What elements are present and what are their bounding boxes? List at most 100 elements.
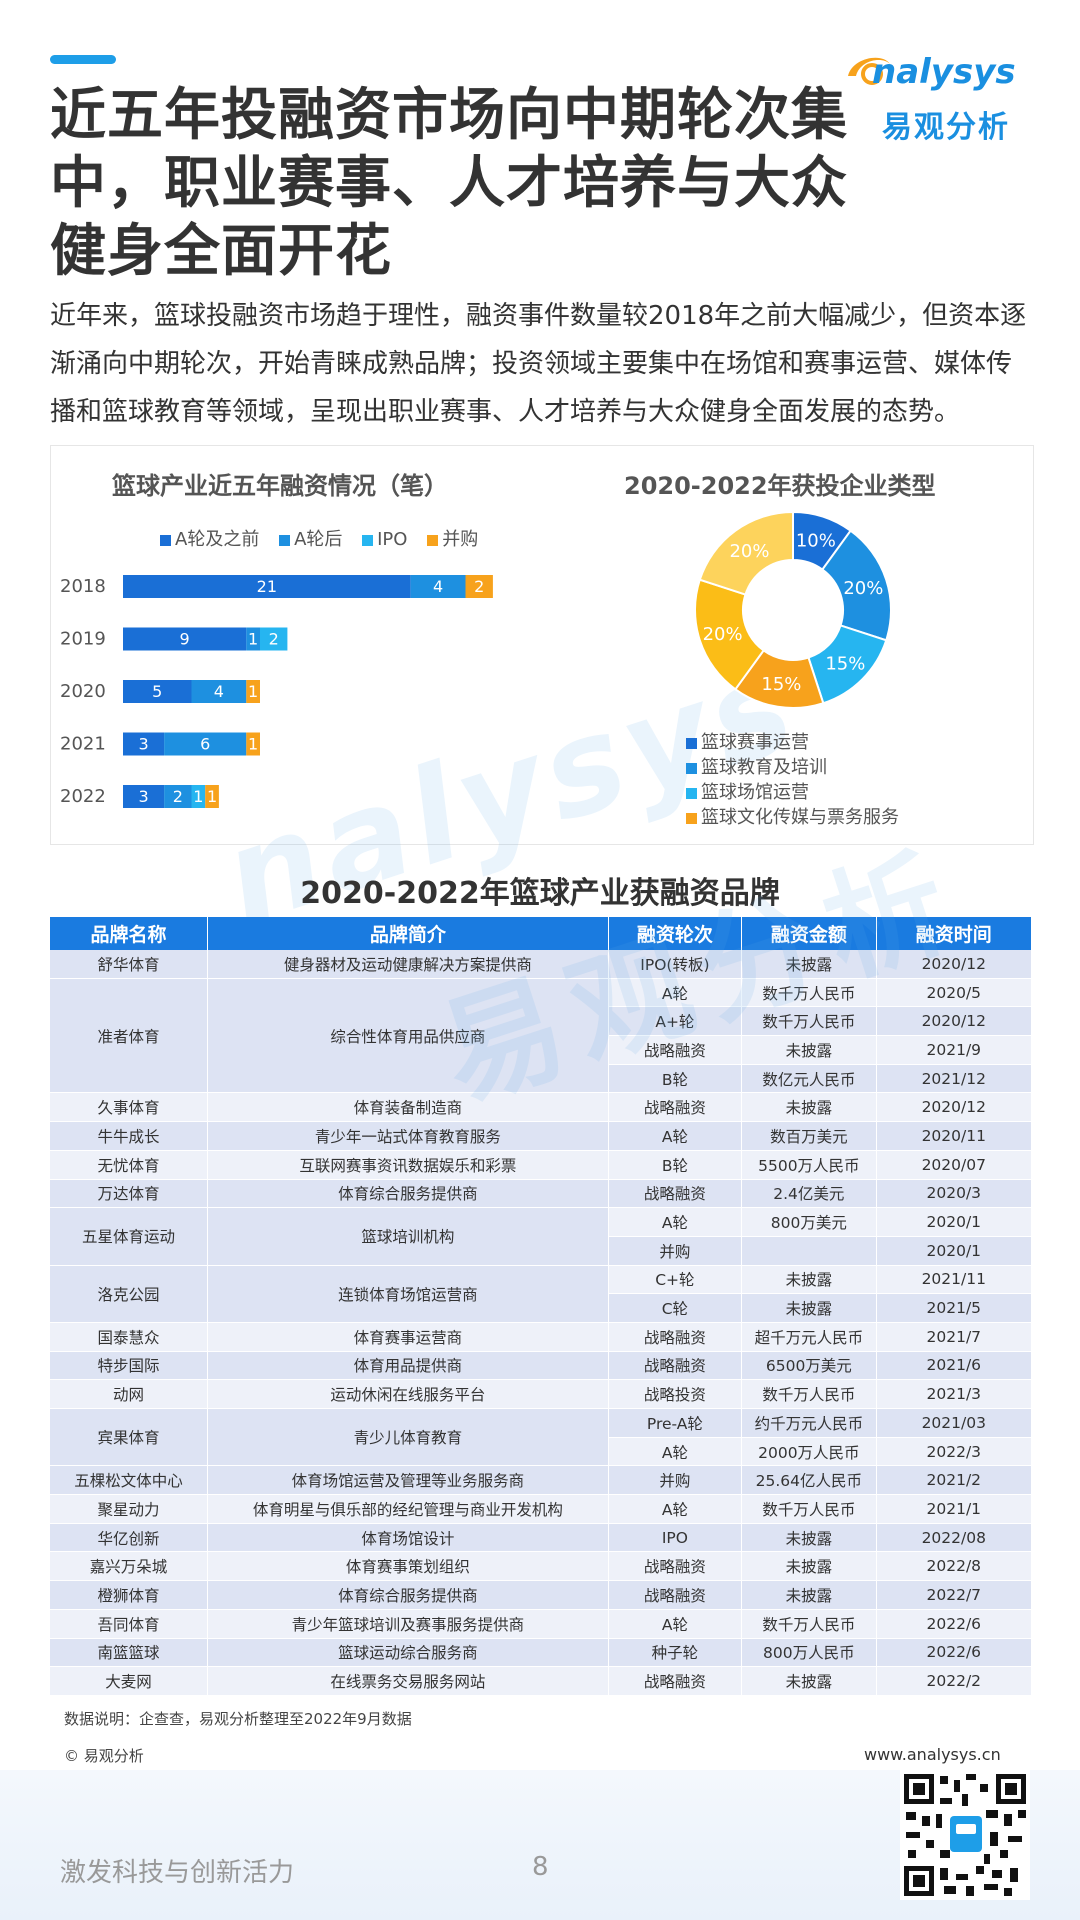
cell-date: 2020/1 — [876, 1207, 1033, 1237]
title-line: 健身全面开花 — [50, 219, 392, 284]
title-line: 中，职业赛事、人才培养与大众 — [50, 151, 848, 216]
cell-amount: 5500万人民币 — [741, 1150, 877, 1180]
legend-swatch — [686, 787, 697, 799]
cell-date: 2021/1 — [876, 1494, 1033, 1524]
bar-chart-legend: A轮及之前 A轮后 IPO 并购 — [160, 525, 492, 551]
table-row: 无忧体育 互联网赛事资讯数据娱乐和彩票 B轮 5500万人民币 2020/07 — [50, 1150, 1033, 1180]
table-title: 2020-2022年篮球产业获融资品牌 — [300, 876, 780, 911]
table-row: C轮 未披露 2021/5 — [50, 1293, 1033, 1323]
col-header-desc: 品牌简介 — [207, 917, 609, 950]
cell-date: 2020/12 — [876, 1092, 1033, 1123]
legend-item: 并购 — [427, 529, 478, 550]
cell-amount: 未披露 — [741, 1265, 877, 1295]
cell-desc: 篮球培训机构 — [207, 1207, 609, 1266]
cell-amount: 约千万元人民币 — [741, 1408, 877, 1438]
cell-date: 2020/5 — [876, 978, 1033, 1008]
cell-round: C轮 — [608, 1293, 743, 1323]
cell-brand: 久事体育 — [50, 1092, 209, 1123]
cell-date: 2020/3 — [876, 1179, 1033, 1209]
table-row: 嘉兴万朵城 体育赛事策划组织 战略融资 未披露 2022/8 — [50, 1551, 1033, 1582]
cell-amount: 2000万人民币 — [741, 1437, 877, 1467]
table-row: 牛牛成长 青少年一站式体育教育服务 A轮 数百万美元 2020/11 — [50, 1121, 1033, 1151]
cell-brand: 万达体育 — [50, 1179, 209, 1209]
cell-date: 2021/3 — [876, 1379, 1033, 1409]
cell-amount: 数千万人民币 — [741, 1494, 877, 1524]
table-row: 动网 运动休闲在线服务平台 战略投资 数千万人民币 2021/3 — [50, 1379, 1033, 1409]
cell-amount: 6500万美元 — [741, 1351, 877, 1381]
table-row: 五星体育运动 篮球培训机构 A轮 800万美元 2020/1 — [50, 1207, 1033, 1266]
legend-label: 篮球场馆运营 — [701, 782, 809, 803]
cell-amount: 未披露 — [741, 1092, 877, 1123]
cell-brand: 大麦网 — [50, 1666, 209, 1696]
cell-date: 2022/7 — [876, 1580, 1033, 1610]
table-row: 大麦网 在线票务交易服务网站 战略融资 未披露 2022/2 — [50, 1666, 1033, 1696]
legend-label: 并购 — [442, 529, 479, 550]
cell-round: 战略融资 — [608, 1035, 743, 1065]
cell-brand: 洛克公园 — [50, 1265, 209, 1323]
cell-date: 2021/03 — [876, 1408, 1033, 1438]
cell-desc: 综合性体育用品供应商 — [207, 978, 609, 1094]
cell-round: A轮 — [608, 1121, 743, 1151]
table-row: 舒华体育 健身器材及运动健康解决方案提供商 IPO(转板) 未披露 2020/12 — [50, 950, 1033, 979]
cell-round: Pre-A轮 — [608, 1408, 743, 1438]
cell-brand: 嘉兴万朵城 — [50, 1551, 209, 1582]
logo-chinese: 易观分析 — [882, 110, 1010, 145]
table-row: 久事体育 体育装备制造商 战略融资 未披露 2020/12 — [50, 1092, 1033, 1123]
page-number: 8 — [532, 1852, 549, 1882]
col-header-brand: 品牌名称 — [50, 917, 209, 950]
cell-desc: 体育综合服务提供商 — [207, 1179, 609, 1209]
legend-item: 篮球教育及培训 — [686, 755, 899, 780]
cell-desc: 体育装备制造商 — [207, 1092, 609, 1123]
cell-amount: 数千万人民币 — [741, 978, 877, 1008]
cell-round: 战略融资 — [608, 1551, 743, 1582]
cell-desc: 青少年篮球培训及赛事服务提供商 — [207, 1609, 609, 1639]
cell-brand: 特步国际 — [50, 1351, 209, 1381]
cell-round: A轮 — [608, 1609, 743, 1639]
cell-round: IPO(转板) — [608, 950, 743, 979]
cell-date: 2020/11 — [876, 1121, 1033, 1151]
table-row: 战略融资 未披露 2021/9 — [50, 1035, 1033, 1065]
table-row: B轮 数亿元人民币 2021/12 — [50, 1064, 1033, 1094]
legend-label: A轮后 — [294, 529, 343, 550]
cell-date: 2021/6 — [876, 1351, 1033, 1381]
cell-round: 战略融资 — [608, 1580, 743, 1610]
cell-round: B轮 — [608, 1150, 743, 1180]
donut-chart-title: 2020-2022年获投企业类型 — [624, 472, 936, 500]
cell-amount — [741, 1236, 877, 1266]
cell-brand: 无忧体育 — [50, 1150, 209, 1180]
cell-date: 2021/9 — [876, 1035, 1033, 1065]
cell-desc: 连锁体育场馆运营商 — [207, 1265, 609, 1323]
donut-chart-legend: 篮球赛事运营 篮球教育及培训 篮球场馆运营 篮球文化传媒与票务服务 — [686, 730, 899, 830]
intro-paragraph: 近年来，篮球投融资市场趋于理性，融资事件数量较2018年之前大幅减少，但资本逐渐… — [50, 301, 1027, 427]
cell-desc: 体育赛事策划组织 — [207, 1551, 609, 1582]
table-row: 华亿创新 体育场馆设计 IPO 未披露 2022/08 — [50, 1523, 1033, 1553]
cell-round: B轮 — [608, 1064, 743, 1094]
cell-round: A轮 — [608, 1437, 743, 1467]
cell-desc: 健身器材及运动健康解决方案提供商 — [207, 950, 609, 979]
cell-round: C+轮 — [608, 1265, 743, 1295]
data-source-note: 数据说明：企查查，易观分析整理至2022年9月数据 — [64, 1710, 412, 1728]
cell-desc: 青少年一站式体育教育服务 — [207, 1121, 609, 1151]
cell-amount: 800万人民币 — [741, 1638, 877, 1668]
cell-brand: 南篮篮球 — [50, 1638, 209, 1668]
legend-item: IPO — [362, 529, 407, 550]
legend-item: 篮球场馆运营 — [686, 780, 899, 805]
cell-brand: 吾同体育 — [50, 1609, 209, 1639]
cell-brand: 五棵松文体中心 — [50, 1465, 209, 1496]
legend-label: 篮球文化传媒与票务服务 — [701, 807, 899, 828]
legend-label: 篮球教育及培训 — [701, 757, 827, 778]
col-header-round: 融资轮次 — [608, 917, 743, 950]
legend-swatch — [686, 812, 697, 824]
table-row: 并购 2020/1 — [50, 1236, 1033, 1266]
cell-amount: 未披露 — [741, 1580, 877, 1610]
cell-date: 2020/12 — [876, 1006, 1033, 1037]
cell-amount: 未披露 — [741, 1666, 877, 1696]
cell-date: 2021/12 — [876, 1064, 1033, 1094]
cell-date: 2020/07 — [876, 1150, 1033, 1180]
website-link[interactable]: www.analysys.cn — [864, 1745, 1001, 1764]
logo-text: nalysys — [872, 52, 1016, 92]
cell-amount: 2.4亿美元 — [741, 1179, 877, 1209]
cell-brand: 准者体育 — [50, 978, 209, 1094]
cell-round: 战略融资 — [608, 1179, 743, 1209]
table-row: 吾同体育 青少年篮球培训及赛事服务提供商 A轮 数千万人民币 2022/6 — [50, 1609, 1033, 1639]
